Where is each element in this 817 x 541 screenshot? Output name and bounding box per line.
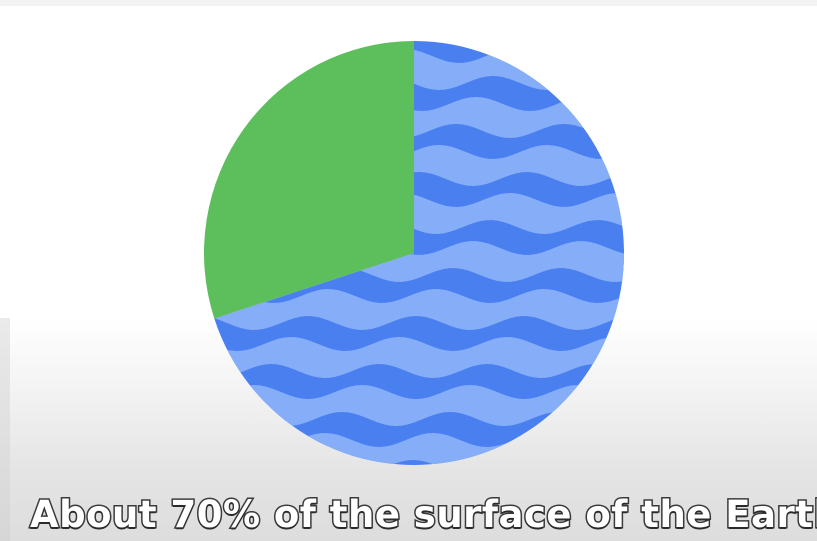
top-strip	[0, 0, 817, 6]
water-wave-stripe	[214, 145, 625, 186]
water-wave-stripe	[214, 289, 625, 330]
pie-slice-land	[204, 41, 414, 319]
left-edge-shadow	[0, 318, 10, 541]
caption-text: About 70% of the surface of the Earth	[29, 492, 817, 538]
water-wave-stripe	[214, 385, 625, 426]
water-wave-stripe	[214, 433, 625, 465]
water-wave-stripe	[214, 49, 625, 90]
water-wave-stripe	[214, 337, 625, 378]
